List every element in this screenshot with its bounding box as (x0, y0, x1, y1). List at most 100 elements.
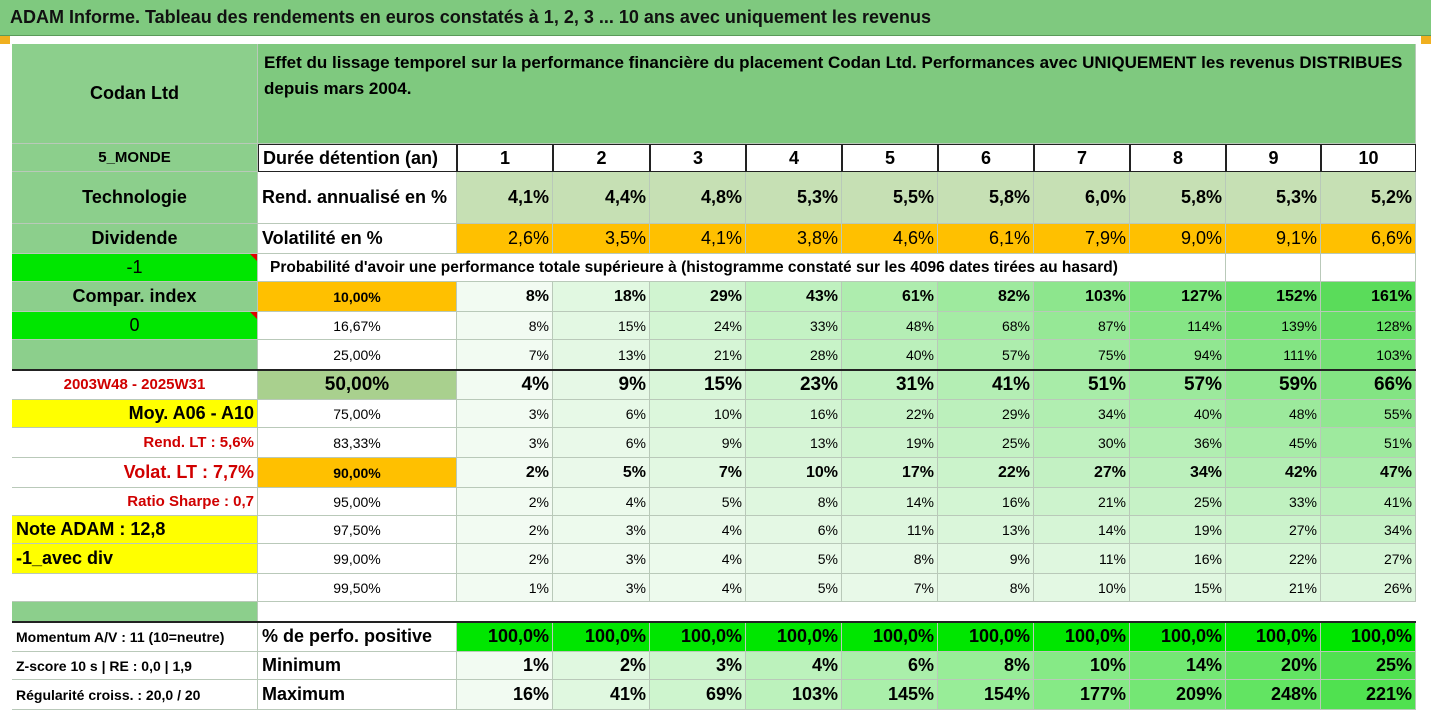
probability-value: 6% (746, 516, 842, 544)
year-header: 6 (938, 144, 1034, 172)
probability-value: 13% (938, 516, 1034, 544)
probability-value: 9% (938, 544, 1034, 574)
comment-marker-icon (250, 312, 257, 319)
probability-value: 29% (938, 400, 1034, 428)
probability-value: 4% (650, 574, 746, 602)
probability-value: 127% (1130, 282, 1226, 312)
probability-value: 8% (457, 312, 553, 340)
year-header: 1 (457, 144, 553, 172)
probability-value: 14% (1034, 516, 1130, 544)
rend-value: 4,8% (650, 172, 746, 224)
stats-label: % de perfo. positive (258, 622, 457, 652)
stats-value: 100,0% (1034, 622, 1130, 652)
probability-value: 21% (1034, 488, 1130, 516)
probability-value: 11% (1034, 544, 1130, 574)
volat-value: 3,5% (553, 224, 650, 254)
probability-value: 51% (1034, 370, 1130, 400)
stats-value: 209% (1130, 680, 1226, 710)
probability-value: 114% (1130, 312, 1226, 340)
probability-value: 22% (938, 458, 1034, 488)
probability-value: 33% (746, 312, 842, 340)
probability-value: 22% (842, 400, 938, 428)
stats-value: 4% (746, 652, 842, 680)
probability-value: 25% (938, 428, 1034, 458)
probability-value: 68% (938, 312, 1034, 340)
probability-value: 26% (1321, 574, 1416, 602)
volat-lt-label: Volat. LT : 7,7% (12, 458, 258, 488)
probability-value: 22% (1226, 544, 1321, 574)
probability-value: 5% (746, 574, 842, 602)
probability-value: 48% (842, 312, 938, 340)
stats-value: 177% (1034, 680, 1130, 710)
probability-value: 30% (1034, 428, 1130, 458)
period-label: 2003W48 - 2025W31 (12, 370, 258, 400)
stats-label: Minimum (258, 652, 457, 680)
probability-value: 75% (1034, 340, 1130, 370)
probability-value: 5% (650, 488, 746, 516)
probability-value: 10% (746, 458, 842, 488)
stats-value: 100,0% (1321, 622, 1416, 652)
probability-value: 16% (1130, 544, 1226, 574)
probability-value: 5% (746, 544, 842, 574)
stats-value: 1% (457, 652, 553, 680)
probability-value: 103% (1321, 340, 1416, 370)
probability-value: 13% (746, 428, 842, 458)
volat-value: 4,6% (842, 224, 938, 254)
probability-value: 8% (842, 544, 938, 574)
stats-value: 14% (1130, 652, 1226, 680)
probability-value: 8% (457, 282, 553, 312)
volat-value: 2,6% (457, 224, 553, 254)
probability-threshold: 90,00% (258, 458, 457, 488)
rend-value: 4,1% (457, 172, 553, 224)
probability-value: 6% (553, 428, 650, 458)
probability-value: 4% (650, 516, 746, 544)
stats-value: 16% (457, 680, 553, 710)
stats-value: 100,0% (842, 622, 938, 652)
probability-value: 31% (842, 370, 938, 400)
probability-value: 57% (1130, 370, 1226, 400)
comment-marker-icon (250, 254, 257, 261)
probability-value: 34% (1321, 516, 1416, 544)
rend-value: 5,8% (938, 172, 1034, 224)
probability-value: 51% (1321, 428, 1416, 458)
rend-value: 5,5% (842, 172, 938, 224)
volat-value: 3,8% (746, 224, 842, 254)
note-adam-label: Note ADAM : 12,8 (12, 516, 258, 544)
probability-value: 28% (746, 340, 842, 370)
probability-value: 41% (1321, 488, 1416, 516)
volat-value: 6,6% (1321, 224, 1416, 254)
probability-value: 33% (1226, 488, 1321, 516)
probability-threshold: 83,33% (258, 428, 457, 458)
probability-value: 17% (842, 458, 938, 488)
avec-div-label: -1_avec div (12, 544, 258, 574)
stats-value: 69% (650, 680, 746, 710)
stats-value: 20% (1226, 652, 1321, 680)
stats-value: 100,0% (457, 622, 553, 652)
volat-value: 6,1% (938, 224, 1034, 254)
probability-value: 3% (553, 574, 650, 602)
stats-value: 25% (1321, 652, 1416, 680)
year-header: 2 (553, 144, 650, 172)
probability-value: 36% (1130, 428, 1226, 458)
probability-value: 27% (1321, 544, 1416, 574)
probability-value: 15% (650, 370, 746, 400)
code-a-label: -1 (12, 254, 258, 282)
report-title: ADAM Informe. Tableau des rendements en … (10, 7, 931, 27)
probability-value: 25% (1130, 488, 1226, 516)
stats-value: 2% (553, 652, 650, 680)
probability-value: 10% (650, 400, 746, 428)
probability-value: 27% (1034, 458, 1130, 488)
probability-threshold: 50,00% (258, 370, 457, 400)
stats-value: 221% (1321, 680, 1416, 710)
stats-value: 145% (842, 680, 938, 710)
probability-threshold: 75,00% (258, 400, 457, 428)
regularite-label: Régularité croiss. : 20,0 / 20 (12, 680, 258, 710)
probability-threshold: 25,00% (258, 340, 457, 370)
probability-blank (1321, 254, 1416, 282)
rend-value: 6,0% (1034, 172, 1130, 224)
probability-value: 18% (553, 282, 650, 312)
probability-value: 111% (1226, 340, 1321, 370)
region-label: 5_MONDE (12, 144, 258, 172)
probability-value: 8% (746, 488, 842, 516)
